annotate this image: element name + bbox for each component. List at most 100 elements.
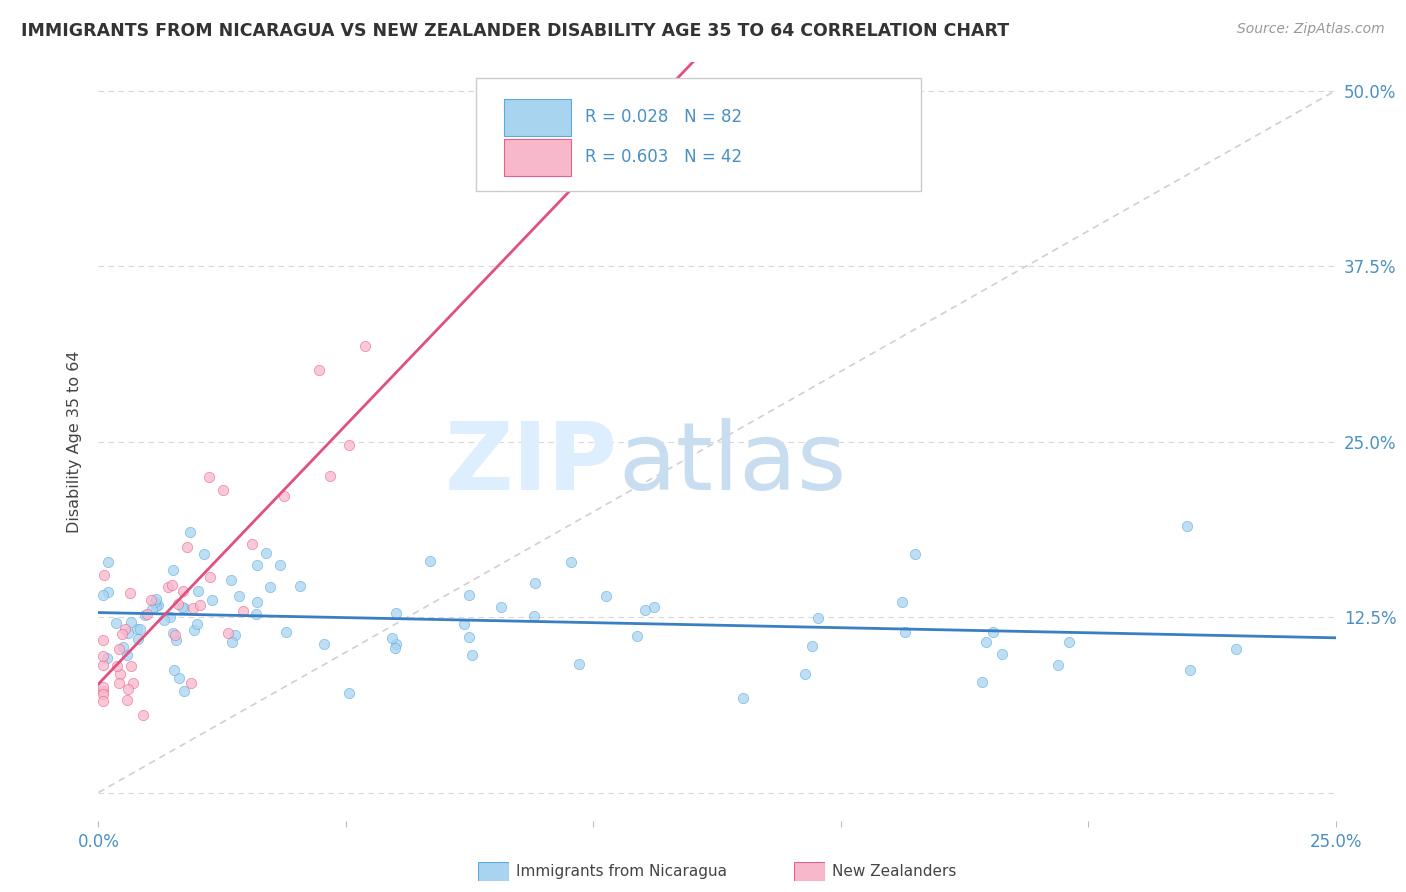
- Point: [173, 601, 195, 615]
- Point: [733, 691, 755, 706]
- Point: [211, 483, 233, 498]
- Point: [108, 676, 131, 690]
- Point: [458, 588, 481, 602]
- Point: [801, 639, 824, 653]
- Point: [232, 604, 254, 618]
- Point: [970, 674, 993, 689]
- Point: [134, 608, 156, 623]
- Point: [458, 630, 481, 644]
- Point: [183, 623, 205, 637]
- Point: [93, 648, 115, 663]
- Point: [198, 470, 221, 484]
- Point: [114, 622, 136, 636]
- Text: atlas: atlas: [619, 418, 846, 510]
- Point: [145, 599, 167, 613]
- Point: [246, 558, 269, 572]
- Point: [245, 607, 267, 621]
- Point: [634, 603, 657, 617]
- Point: [172, 584, 194, 599]
- Point: [269, 558, 291, 573]
- Point: [224, 628, 246, 642]
- Point: [1047, 658, 1070, 673]
- Point: [146, 598, 169, 612]
- Point: [112, 640, 135, 654]
- Point: [96, 650, 118, 665]
- Point: [1175, 518, 1198, 533]
- Point: [127, 632, 149, 647]
- Point: [491, 599, 513, 614]
- Point: [170, 599, 193, 614]
- FancyBboxPatch shape: [475, 78, 921, 191]
- Point: [166, 597, 188, 611]
- Point: [259, 580, 281, 594]
- Point: [93, 588, 115, 602]
- Text: R = 0.603   N = 42: R = 0.603 N = 42: [585, 148, 742, 166]
- Point: [228, 589, 250, 603]
- Point: [120, 615, 142, 629]
- Point: [162, 563, 184, 577]
- Point: [991, 647, 1014, 661]
- Point: [159, 610, 181, 624]
- Point: [176, 541, 198, 555]
- Point: [643, 600, 665, 615]
- Point: [180, 676, 202, 690]
- Point: [354, 339, 377, 353]
- Point: [183, 601, 205, 615]
- Point: [894, 625, 917, 640]
- Text: Source: ZipAtlas.com: Source: ZipAtlas.com: [1237, 22, 1385, 37]
- Point: [217, 625, 239, 640]
- Point: [201, 592, 224, 607]
- Point: [1178, 663, 1201, 677]
- Y-axis label: Disability Age 35 to 64: Disability Age 35 to 64: [67, 351, 83, 533]
- Point: [981, 625, 1004, 640]
- Point: [240, 537, 263, 551]
- Point: [626, 628, 648, 642]
- Text: ZIP: ZIP: [446, 418, 619, 510]
- Point: [107, 641, 129, 656]
- Point: [219, 573, 242, 587]
- Point: [288, 579, 311, 593]
- Point: [105, 659, 128, 673]
- FancyBboxPatch shape: [505, 99, 571, 136]
- Point: [523, 609, 546, 624]
- Point: [127, 622, 149, 636]
- Point: [308, 363, 330, 377]
- Point: [385, 638, 408, 652]
- Text: R = 0.028   N = 82: R = 0.028 N = 82: [585, 108, 742, 126]
- Point: [568, 657, 591, 671]
- Point: [93, 680, 115, 694]
- Point: [974, 635, 997, 649]
- Point: [167, 671, 190, 685]
- Text: Immigrants from Nicaragua: Immigrants from Nicaragua: [516, 864, 727, 879]
- Point: [193, 547, 215, 561]
- Point: [179, 525, 201, 540]
- Point: [453, 617, 475, 632]
- Point: [120, 586, 142, 600]
- Point: [120, 658, 142, 673]
- Point: [163, 628, 186, 642]
- Point: [141, 593, 163, 607]
- Point: [97, 585, 120, 599]
- Point: [1225, 642, 1247, 657]
- Point: [165, 632, 187, 647]
- Point: [380, 631, 402, 645]
- Point: [105, 616, 128, 631]
- Point: [162, 625, 184, 640]
- Point: [115, 648, 138, 663]
- Point: [122, 676, 145, 690]
- Point: [384, 640, 406, 655]
- Point: [523, 576, 546, 591]
- Point: [385, 606, 408, 620]
- Point: [595, 589, 617, 603]
- Point: [254, 545, 277, 559]
- FancyBboxPatch shape: [505, 139, 571, 177]
- Point: [221, 634, 243, 648]
- Point: [273, 489, 295, 503]
- Point: [136, 607, 159, 622]
- Point: [807, 611, 830, 625]
- Point: [115, 693, 138, 707]
- Point: [93, 657, 115, 672]
- Point: [93, 684, 115, 698]
- Text: New Zealanders: New Zealanders: [832, 864, 956, 879]
- Point: [188, 598, 211, 612]
